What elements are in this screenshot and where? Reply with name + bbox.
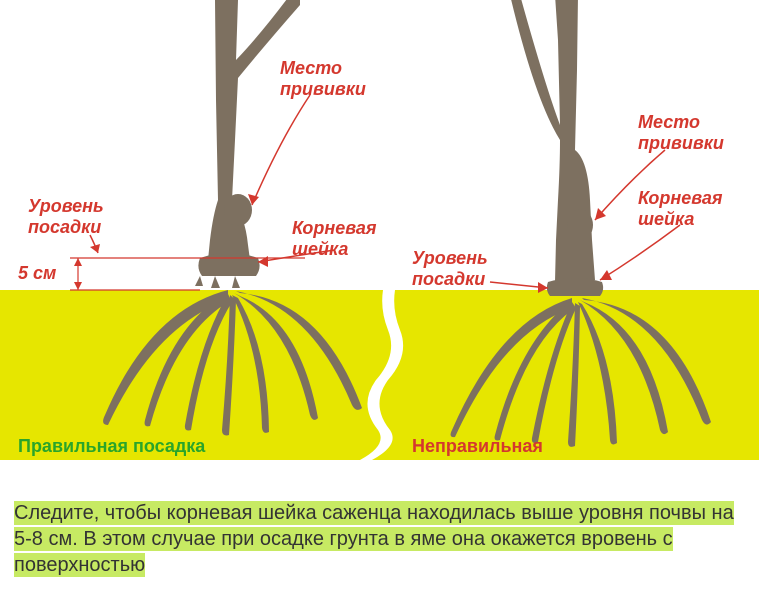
label-depth: 5 см <box>18 263 56 284</box>
verdict-incorrect: Неправильная <box>412 436 543 457</box>
planting-diagram: Место прививки Корневая шейка Уровень по… <box>0 0 759 608</box>
verdict-correct: Правильная посадка <box>18 436 205 457</box>
label-graft-left: Место прививки <box>280 58 366 99</box>
label-collar-left: Корневая шейка <box>292 218 377 259</box>
label-plant-level-right: Уровень посадки <box>412 248 488 289</box>
label-plant-level-left: Уровень посадки <box>28 196 104 237</box>
caption: Следите, чтобы корневая шейка саженца на… <box>14 500 745 578</box>
caption-text: Следите, чтобы корневая шейка саженца на… <box>14 501 734 577</box>
label-collar-right: Корневая шейка <box>638 188 723 229</box>
label-graft-right: Место прививки <box>638 112 724 153</box>
